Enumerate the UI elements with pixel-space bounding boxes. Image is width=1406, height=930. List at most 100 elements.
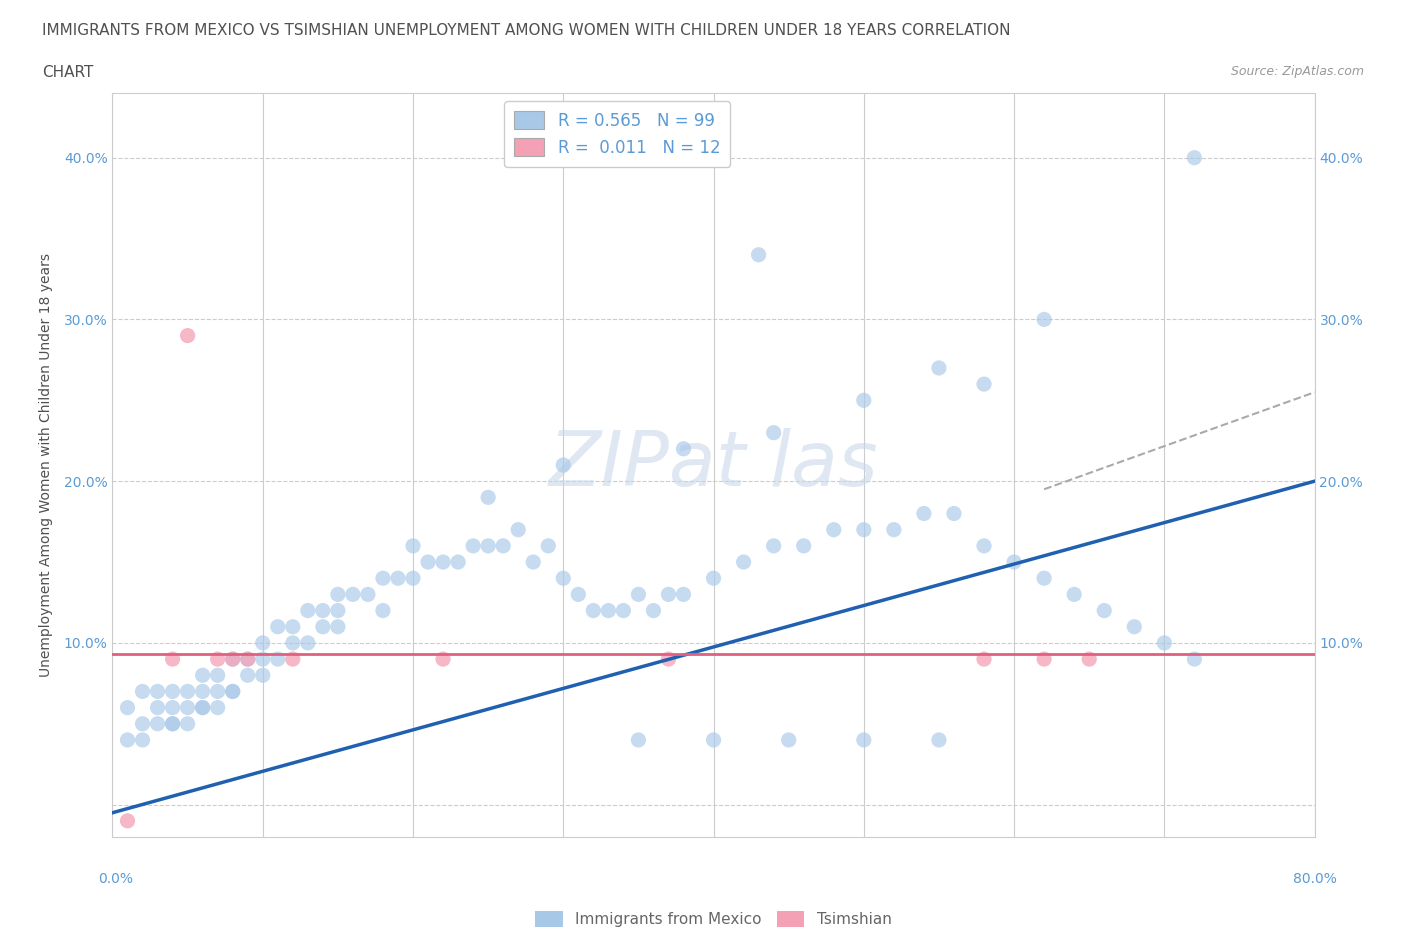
Point xyxy=(553,571,575,586)
Point xyxy=(252,668,274,683)
Point xyxy=(973,652,995,667)
Point xyxy=(281,652,304,667)
Point xyxy=(416,554,439,569)
Point xyxy=(191,668,214,683)
Point xyxy=(222,652,245,667)
Point xyxy=(236,668,259,683)
Point xyxy=(1063,587,1085,602)
Point xyxy=(477,538,499,553)
Point xyxy=(117,733,139,748)
Point xyxy=(207,668,229,683)
Point xyxy=(508,523,530,538)
Point xyxy=(627,733,650,748)
Point xyxy=(326,619,349,634)
Text: ZIPat las: ZIPat las xyxy=(548,428,879,502)
Point xyxy=(357,587,380,602)
Point xyxy=(207,684,229,698)
Point xyxy=(461,538,484,553)
Point xyxy=(117,700,139,715)
Point xyxy=(162,684,184,698)
Point xyxy=(162,716,184,731)
Point xyxy=(236,652,259,667)
Point xyxy=(522,554,544,569)
Point xyxy=(973,538,995,553)
Point xyxy=(191,700,214,715)
Point xyxy=(1078,652,1101,667)
Point xyxy=(612,604,634,618)
Point xyxy=(222,652,245,667)
Point xyxy=(627,587,650,602)
Point xyxy=(852,523,875,538)
Point xyxy=(928,361,950,376)
Point xyxy=(267,652,290,667)
Point xyxy=(176,684,198,698)
Point xyxy=(657,587,679,602)
Point xyxy=(267,619,290,634)
Point xyxy=(1033,571,1056,586)
Point xyxy=(162,700,184,715)
Point xyxy=(762,425,785,440)
Text: IMMIGRANTS FROM MEXICO VS TSIMSHIAN UNEMPLOYMENT AMONG WOMEN WITH CHILDREN UNDER: IMMIGRANTS FROM MEXICO VS TSIMSHIAN UNEM… xyxy=(42,23,1011,38)
Point xyxy=(131,684,153,698)
Text: 80.0%: 80.0% xyxy=(1292,871,1337,886)
Point xyxy=(342,587,364,602)
Point xyxy=(702,571,725,586)
Point xyxy=(281,619,304,634)
Point xyxy=(1184,151,1206,166)
Point xyxy=(297,604,319,618)
Point xyxy=(582,604,605,618)
Point xyxy=(176,700,198,715)
Text: Source: ZipAtlas.com: Source: ZipAtlas.com xyxy=(1230,65,1364,78)
Point xyxy=(1002,554,1025,569)
Point xyxy=(371,604,394,618)
Point xyxy=(778,733,800,748)
Point xyxy=(657,652,679,667)
Point xyxy=(733,554,755,569)
Point xyxy=(567,587,589,602)
Point xyxy=(387,571,409,586)
Point xyxy=(222,684,245,698)
Point xyxy=(702,733,725,748)
Point xyxy=(162,716,184,731)
Point xyxy=(131,733,153,748)
Point xyxy=(146,700,169,715)
Point xyxy=(236,652,259,667)
Point xyxy=(432,652,454,667)
Point xyxy=(852,733,875,748)
Point xyxy=(176,716,198,731)
Point xyxy=(1092,604,1115,618)
Point xyxy=(312,604,335,618)
Point xyxy=(447,554,470,569)
Point xyxy=(191,684,214,698)
Point xyxy=(207,652,229,667)
Point xyxy=(748,247,770,262)
Point xyxy=(117,814,139,829)
Point xyxy=(146,716,169,731)
Point xyxy=(793,538,815,553)
Text: CHART: CHART xyxy=(42,65,94,80)
Point xyxy=(222,684,245,698)
Point xyxy=(297,635,319,650)
Point xyxy=(371,571,394,586)
Point xyxy=(852,392,875,407)
Point xyxy=(176,328,198,343)
Point xyxy=(131,716,153,731)
Point xyxy=(281,635,304,650)
Point xyxy=(252,635,274,650)
Point xyxy=(326,604,349,618)
Point xyxy=(762,538,785,553)
Point xyxy=(553,458,575,472)
Point xyxy=(823,523,845,538)
Point xyxy=(402,538,425,553)
Point xyxy=(973,377,995,392)
Point xyxy=(883,523,905,538)
Point xyxy=(326,587,349,602)
Point xyxy=(191,700,214,715)
Point xyxy=(432,554,454,569)
Point xyxy=(1184,652,1206,667)
Point xyxy=(146,684,169,698)
Point xyxy=(598,604,620,618)
Text: 0.0%: 0.0% xyxy=(98,871,132,886)
Point xyxy=(1153,635,1175,650)
Point xyxy=(643,604,665,618)
